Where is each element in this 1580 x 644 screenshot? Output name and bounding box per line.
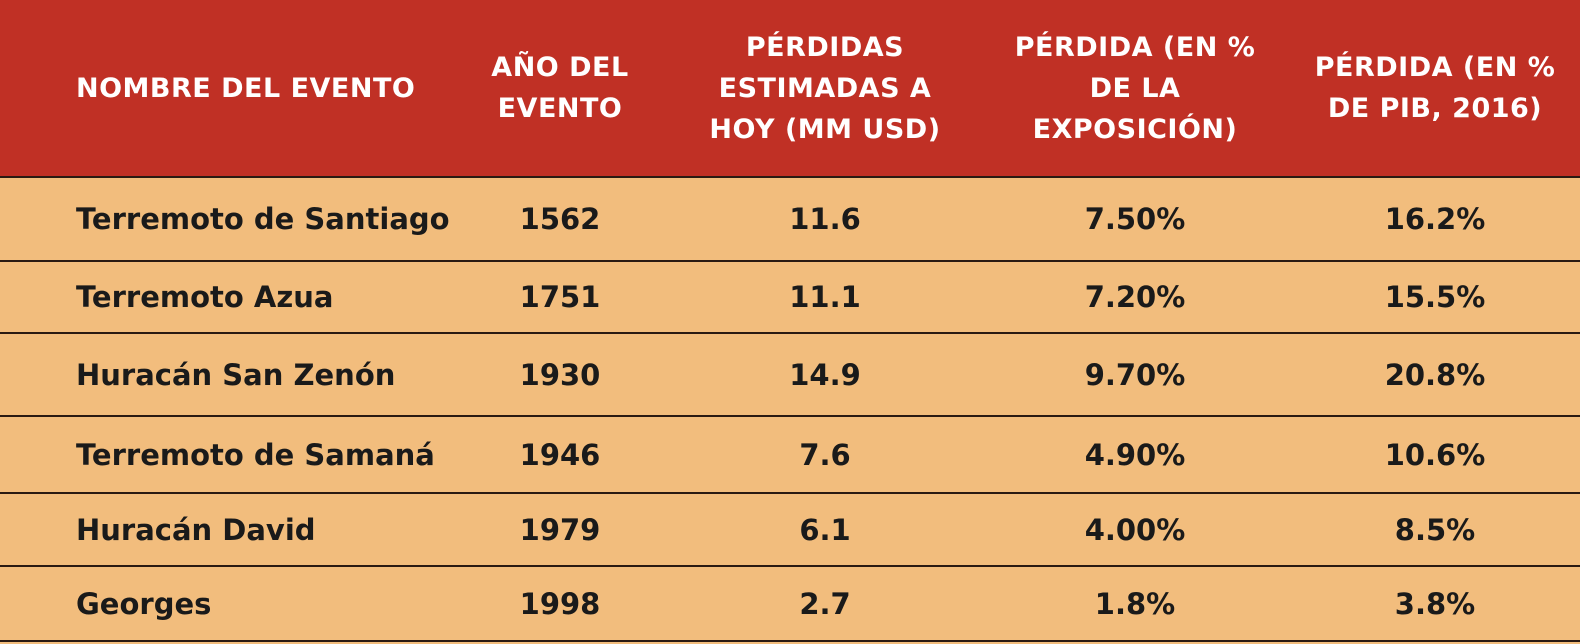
loss-gdp-pct-cell: 15.5%: [1384, 280, 1486, 314]
table-row: Huracán David 1979 6.1 4.00% 8.5%: [0, 494, 1580, 567]
loss-gdp-pct-cell: 16.2%: [1384, 202, 1486, 236]
event-year-cell: 1998: [519, 586, 601, 621]
estimated-loss-cell: 11.6: [789, 202, 861, 236]
table-row: Georges 1998 2.7 1.8% 3.8%: [0, 567, 1580, 642]
table-row: Huracán San Zenón 1930 14.9 9.70% 20.8%: [0, 334, 1580, 417]
loss-exposure-pct-cell: 4.90%: [1084, 437, 1186, 472]
event-name-cell: Georges: [76, 586, 212, 621]
event-year-cell: 1562: [519, 202, 601, 236]
table-row: Terremoto de Samaná 1946 7.6 4.90% 10.6%: [0, 417, 1580, 494]
loss-exposure-pct-cell: 1.8%: [1094, 586, 1176, 621]
loss-gdp-pct-cell: 3.8%: [1394, 586, 1476, 621]
estimated-loss-cell: 2.7: [799, 586, 851, 621]
header-estimated-losses: PÉRDIDAS ESTIMADAS A HOY (MM USD): [709, 31, 941, 145]
loss-exposure-pct-cell: 4.00%: [1084, 512, 1186, 547]
header-event-name: NOMBRE DEL EVENTO: [76, 72, 416, 104]
event-name-cell: Terremoto de Santiago: [76, 202, 450, 236]
estimated-loss-cell: 7.6: [799, 437, 851, 472]
header-loss-exposure-pct: PÉRDIDA (EN % DE LA EXPOSICIÓN): [1014, 31, 1256, 145]
table-row: Terremoto de Santiago 1562 11.6 7.50% 16…: [0, 178, 1580, 262]
loss-exposure-pct-cell: 9.70%: [1084, 357, 1186, 392]
event-name-cell: Terremoto Azua: [76, 280, 334, 314]
loss-exposure-pct-cell: 7.50%: [1084, 202, 1186, 236]
loss-gdp-pct-cell: 20.8%: [1384, 357, 1486, 392]
event-name-cell: Huracán David: [76, 512, 316, 547]
event-year-cell: 1930: [519, 357, 601, 392]
loss-gdp-pct-cell: 10.6%: [1384, 437, 1486, 472]
table-row: Terremoto Azua 1751 11.1 7.20% 15.5%: [0, 262, 1580, 334]
loss-gdp-pct-cell: 8.5%: [1394, 512, 1476, 547]
event-name-cell: Terremoto de Samaná: [76, 437, 435, 472]
event-year-cell: 1979: [519, 512, 601, 547]
estimated-loss-cell: 11.1: [789, 280, 861, 314]
event-year-cell: 1751: [519, 280, 601, 314]
estimated-loss-cell: 14.9: [789, 357, 861, 392]
header-loss-gdp-pct: PÉRDIDA (EN % DE PIB, 2016): [1314, 52, 1556, 124]
event-year-cell: 1946: [519, 437, 601, 472]
loss-exposure-pct-cell: 7.20%: [1084, 280, 1186, 314]
header-event-year: AÑO DEL EVENTO: [491, 52, 629, 124]
event-name-cell: Huracán San Zenón: [76, 357, 396, 392]
table-header-row: NOMBRE DEL EVENTO AÑO DEL EVENTO PÉRDIDA…: [0, 0, 1580, 178]
estimated-loss-cell: 6.1: [799, 512, 851, 547]
